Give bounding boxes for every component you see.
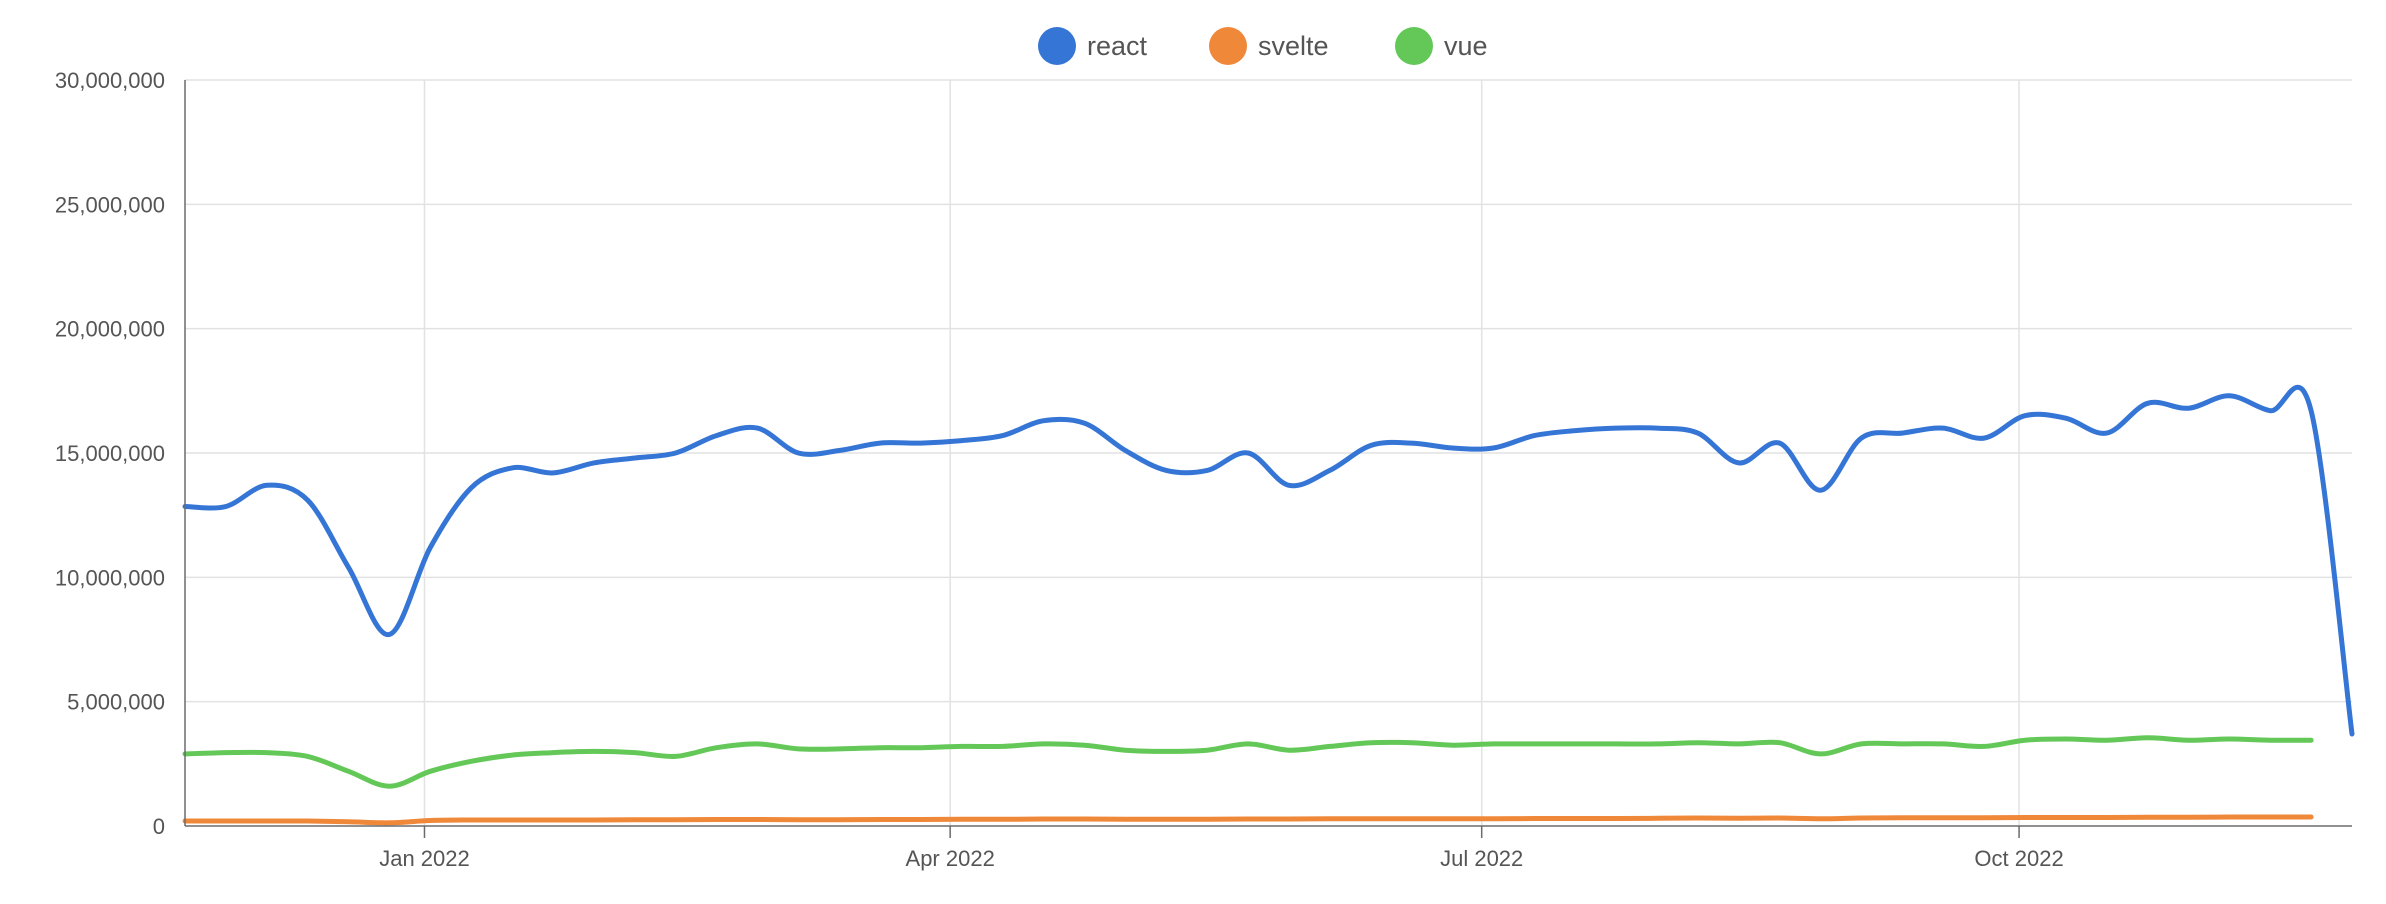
series-lines	[182, 384, 2355, 826]
x-tick-label: Jan 2022	[379, 846, 470, 871]
y-tick-label: 15,000,000	[55, 441, 165, 466]
x-tick-label: Jul 2022	[1440, 846, 1523, 871]
legend-item-svelte[interactable]: svelte	[1209, 27, 1329, 65]
legend-swatch	[1038, 27, 1076, 65]
legend-label: react	[1087, 31, 1148, 61]
legend[interactable]: react svelte vue	[1038, 27, 1488, 65]
series-line-svelte	[182, 814, 2314, 826]
x-tick-label: Oct 2022	[1974, 846, 2063, 871]
series-line-react	[182, 384, 2355, 737]
y-axis-tick-labels: 0 5,000,000 10,000,000 15,000,000 20,000,000…	[55, 68, 165, 839]
y-tick-label: 10,000,000	[55, 565, 165, 590]
y-tick-label: 25,000,000	[55, 192, 165, 217]
x-grid-lines	[423, 80, 2020, 838]
y-tick-label: 5,000,000	[67, 690, 165, 715]
y-tick-label: 30,000,000	[55, 68, 165, 93]
y-tick-label: 0	[153, 814, 165, 839]
legend-swatch	[1209, 27, 1247, 65]
series-line-vue	[182, 735, 2314, 789]
axes	[184, 80, 2352, 827]
legend-item-react[interactable]: react	[1038, 27, 1148, 65]
legend-label: vue	[1444, 31, 1488, 61]
x-tick-label: Apr 2022	[906, 846, 995, 871]
legend-item-vue[interactable]: vue	[1395, 27, 1488, 65]
y-tick-label: 20,000,000	[55, 317, 165, 342]
legend-swatch	[1395, 27, 1433, 65]
y-grid-lines	[185, 79, 2352, 703]
legend-label: svelte	[1258, 31, 1329, 61]
x-axis-tick-labels: Jan 2022 Apr 2022 Jul 2022 Oct 2022	[379, 846, 2063, 871]
